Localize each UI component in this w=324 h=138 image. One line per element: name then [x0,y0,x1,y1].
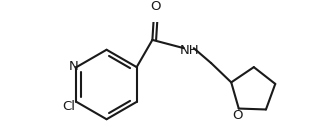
Text: O: O [150,0,161,13]
Text: Cl: Cl [63,99,75,112]
Text: N: N [68,60,78,73]
Text: NH: NH [180,44,199,57]
Text: O: O [233,109,243,122]
